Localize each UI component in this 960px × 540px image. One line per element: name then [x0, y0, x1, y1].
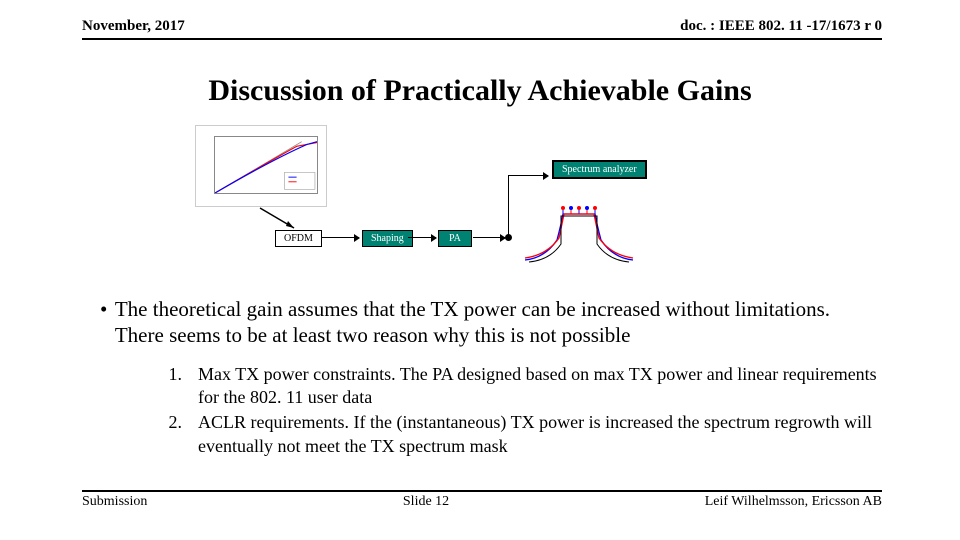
shaping-block: Shaping	[362, 230, 413, 247]
node-dot-icon	[505, 234, 512, 241]
bullet-main: • The theoretical gain assumes that the …	[100, 296, 880, 349]
footer-center: Slide 12	[403, 494, 449, 510]
numbered-list: 1. Max TX power constraints. The PA desi…	[148, 363, 880, 459]
amplitude-to-ofdm-arrow	[258, 206, 298, 230]
arrow-to-analyzer-h	[508, 175, 548, 176]
bullet-dot-icon: •	[100, 296, 115, 349]
slide-header: November, 2017 doc. : IEEE 802. 11 -17/1…	[82, 18, 882, 40]
list-number: 2.	[148, 411, 198, 458]
arrow-shaping-pa	[408, 237, 436, 238]
arrow-up-to-analyzer	[508, 175, 509, 235]
header-left: November, 2017	[82, 18, 185, 35]
spectrum-plot	[515, 200, 645, 265]
list-text: Max TX power constraints. The PA designe…	[198, 363, 880, 410]
amplitude-plot-svg	[215, 137, 317, 193]
arrow-pa-out	[473, 237, 505, 238]
pa-block: PA	[438, 230, 472, 247]
amplitude-plot	[195, 125, 327, 207]
list-number: 1.	[148, 363, 198, 410]
arrow-ofdm-shaping	[321, 237, 359, 238]
list-item: 1. Max TX power constraints. The PA desi…	[148, 363, 880, 410]
page-title: Discussion of Practically Achievable Gai…	[0, 74, 960, 108]
spectrum-analyzer-label: Spectrum analyzer	[552, 160, 647, 179]
body-text: • The theoretical gain assumes that the …	[100, 296, 880, 460]
footer-left: Submission	[82, 494, 147, 510]
ofdm-block: OFDM	[275, 230, 322, 247]
spectrum-plot-svg	[515, 200, 645, 265]
bullet-text: The theoretical gain assumes that the TX…	[115, 296, 880, 349]
list-text: ACLR requirements. If the (instantaneous…	[198, 411, 880, 458]
header-right: doc. : IEEE 802. 11 -17/1673 r 0	[680, 18, 882, 35]
footer-right: Leif Wilhelmsson, Ericsson AB	[705, 494, 882, 510]
slide-footer: Submission Slide 12 Leif Wilhelmsson, Er…	[82, 490, 882, 510]
block-diagram: Spectrum analyzer OFDM Shaping PA	[180, 120, 780, 260]
list-item: 2. ACLR requirements. If the (instantane…	[148, 411, 880, 458]
